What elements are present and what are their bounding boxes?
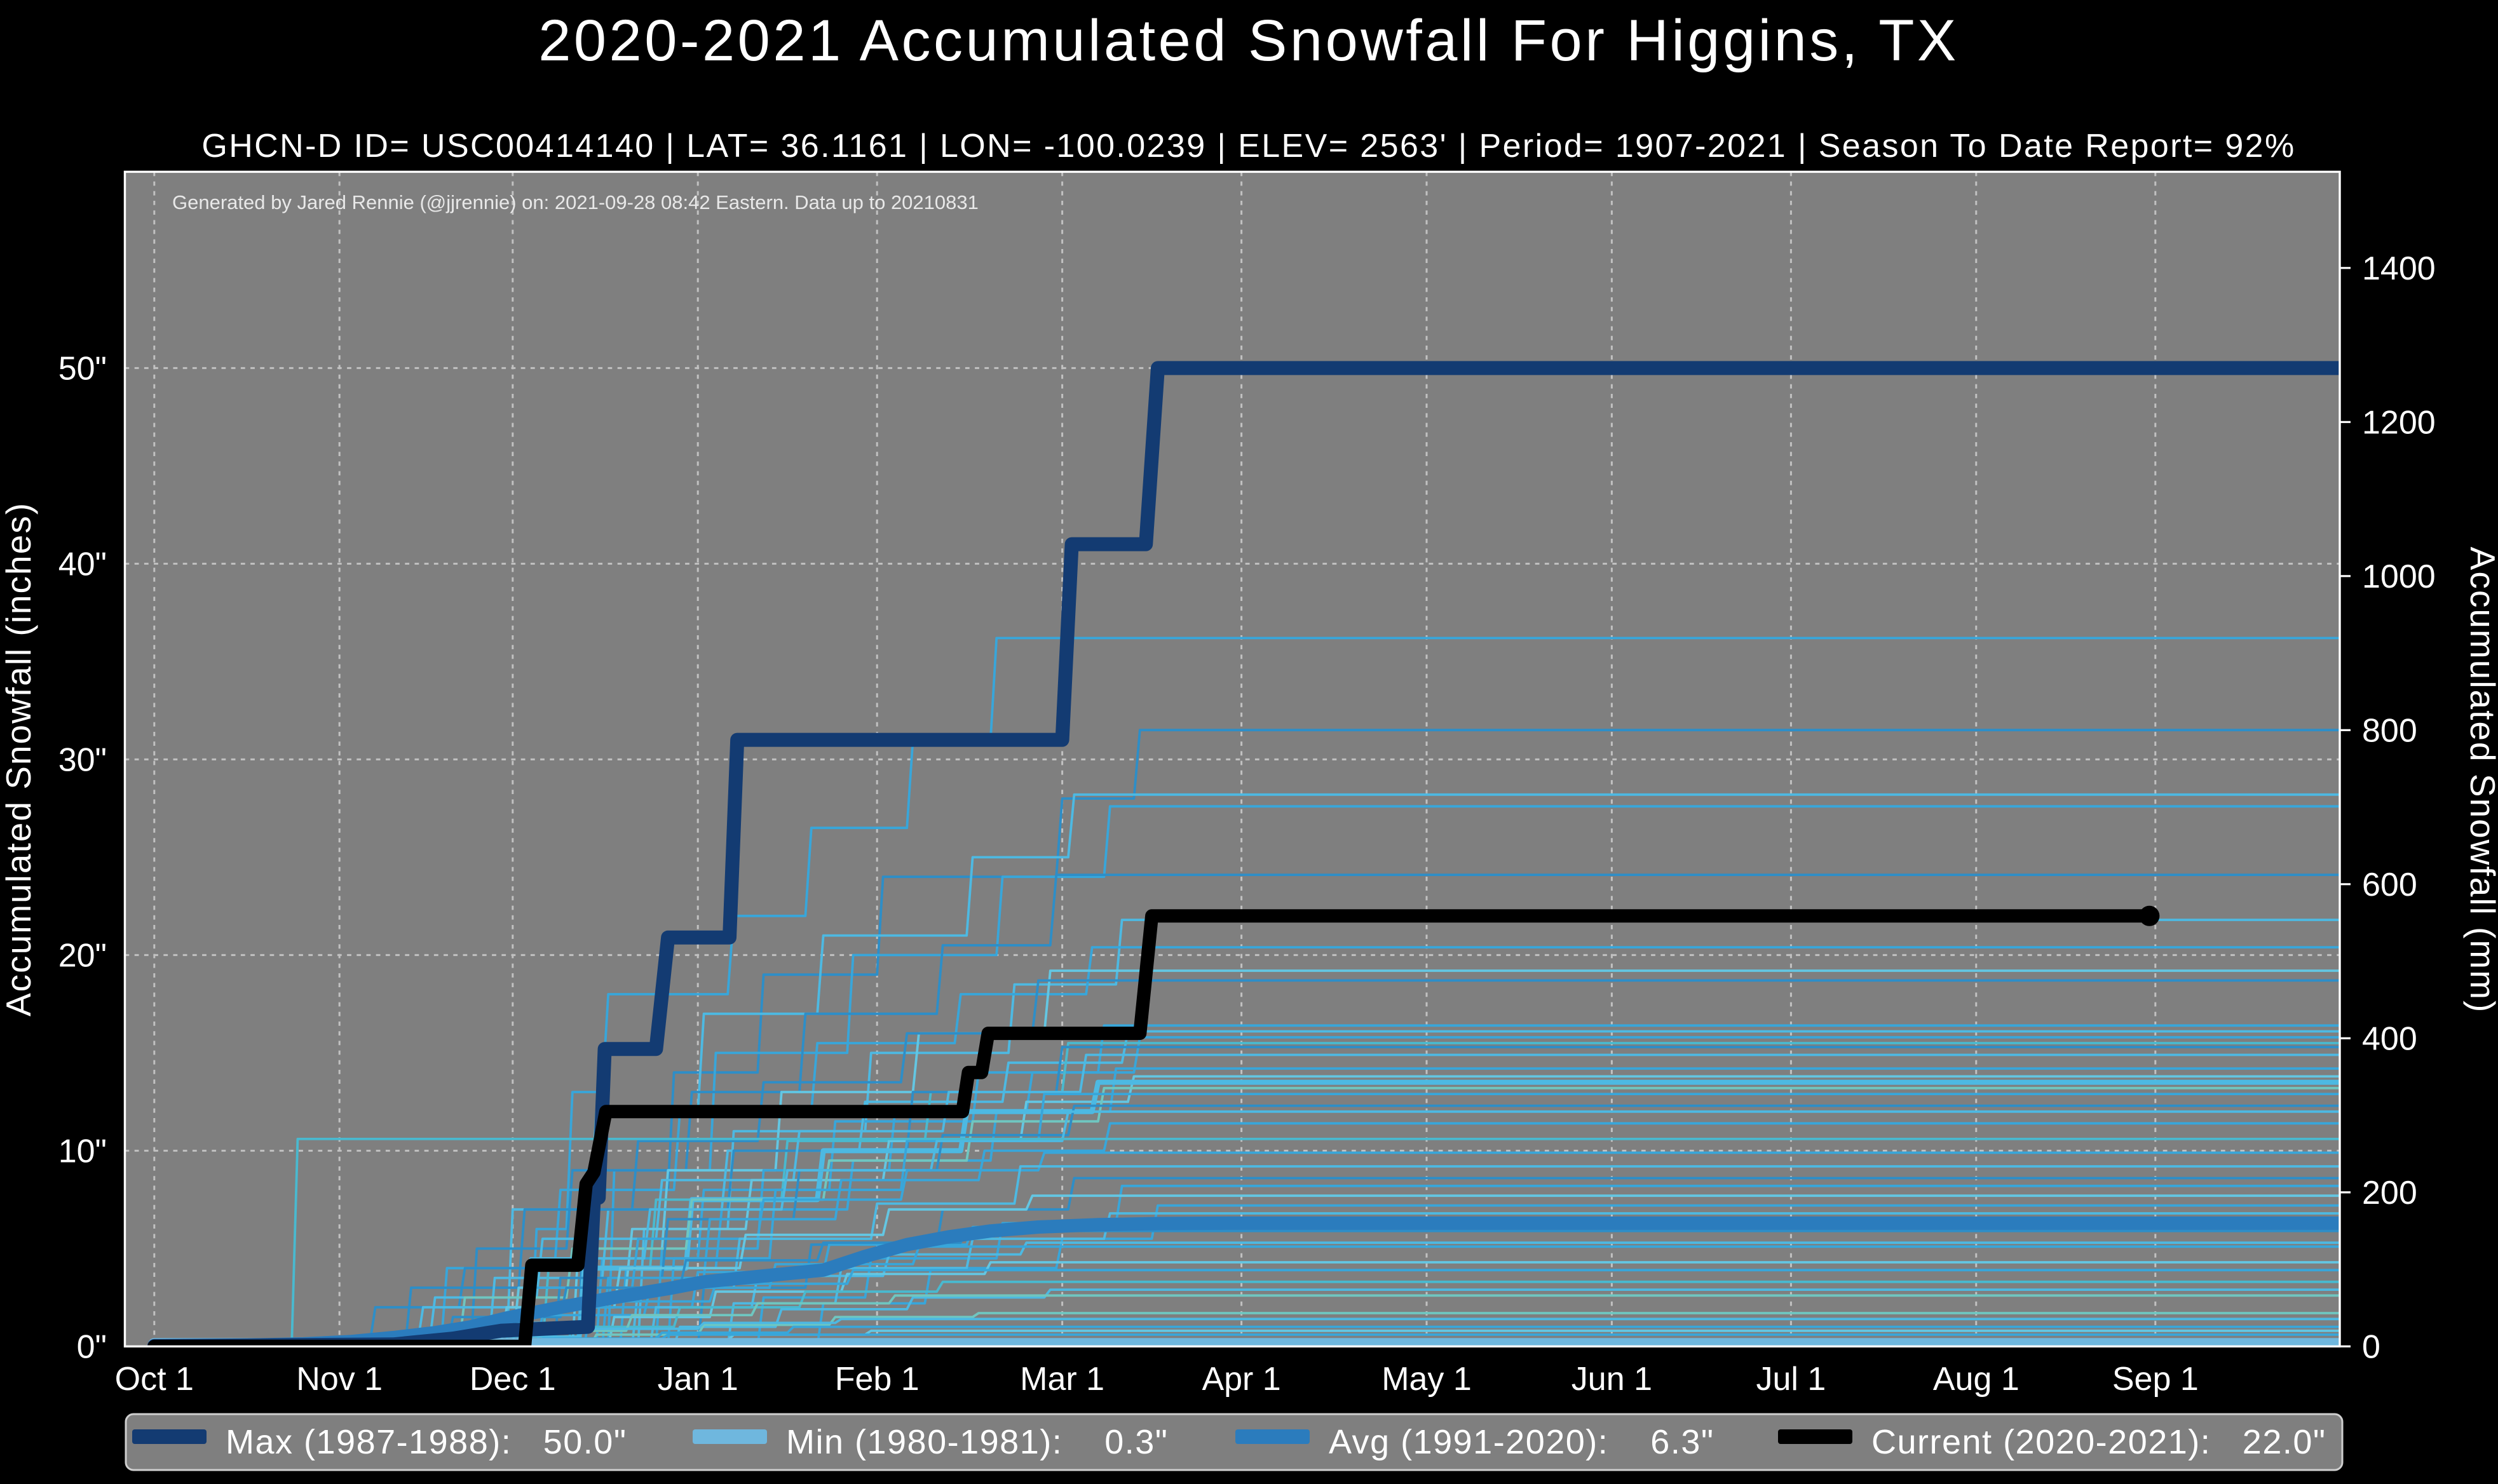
svg-text:Nov 1: Nov 1: [296, 1361, 383, 1398]
svg-text:0: 0: [2362, 1328, 2380, 1365]
svg-text:Min (1980-1981): 0.3": Min (1980-1981): 0.3": [786, 1423, 1168, 1461]
svg-text:1000: 1000: [2362, 558, 2436, 595]
svg-text:10": 10": [58, 1133, 107, 1170]
svg-text:0": 0": [77, 1328, 107, 1365]
svg-text:Mar 1: Mar 1: [1020, 1361, 1104, 1398]
svg-text:50": 50": [58, 350, 107, 387]
svg-text:Apr 1: Apr 1: [1202, 1361, 1280, 1398]
svg-text:Oct 1: Oct 1: [115, 1361, 194, 1398]
svg-text:Dec 1: Dec 1: [470, 1361, 556, 1398]
svg-text:Aug 1: Aug 1: [1933, 1361, 2019, 1398]
svg-text:800: 800: [2362, 712, 2417, 749]
svg-text:Sep 1: Sep 1: [2112, 1361, 2199, 1398]
svg-text:2020-2021 Accumulated Snowfall: 2020-2021 Accumulated Snowfall For Higgi…: [538, 8, 1959, 73]
svg-text:Avg (1991-2020): 6.3": Avg (1991-2020): 6.3": [1329, 1423, 1714, 1461]
svg-text:Accumulated Snowfall (inches): Accumulated Snowfall (inches): [0, 502, 38, 1016]
svg-text:1200: 1200: [2362, 404, 2436, 441]
svg-text:Jan 1: Jan 1: [658, 1361, 738, 1398]
svg-text:40": 40": [58, 546, 107, 583]
svg-text:30": 30": [58, 741, 107, 778]
svg-text:Current (2020-2021): 22.0": Current (2020-2021): 22.0": [1871, 1423, 2326, 1461]
svg-text:1400: 1400: [2362, 250, 2436, 287]
svg-text:Jun 1: Jun 1: [1571, 1361, 1652, 1398]
svg-text:Accumulated Snowfall (mm): Accumulated Snowfall (mm): [2463, 547, 2498, 1014]
svg-text:GHCN-D ID= USC00414140 | LAT=: GHCN-D ID= USC00414140 | LAT= 36.1161 | …: [201, 128, 2295, 165]
svg-text:20": 20": [58, 937, 107, 974]
svg-text:Feb 1: Feb 1: [835, 1361, 920, 1398]
svg-text:Generated by Jared Rennie (@jj: Generated by Jared Rennie (@jjrennie) on…: [172, 191, 979, 213]
svg-text:400: 400: [2362, 1020, 2417, 1057]
svg-text:600: 600: [2362, 867, 2417, 903]
svg-text:Jul 1: Jul 1: [1756, 1361, 1826, 1398]
svg-text:May 1: May 1: [1381, 1361, 1472, 1398]
svg-text:200: 200: [2362, 1175, 2417, 1211]
svg-text:Max (1987-1988): 50.0": Max (1987-1988): 50.0": [226, 1423, 627, 1461]
